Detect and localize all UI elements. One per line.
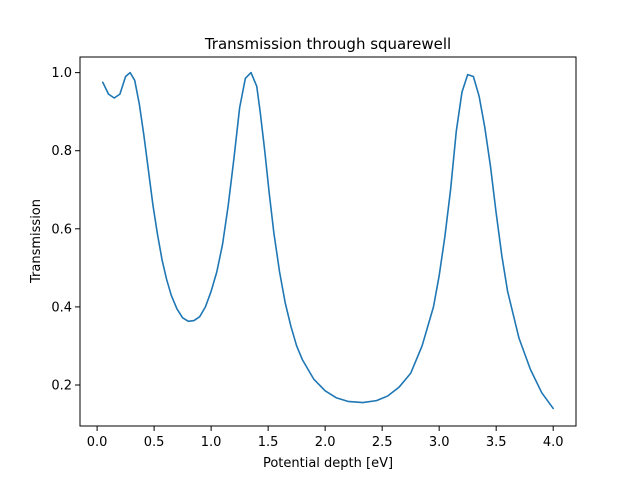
x-tick-label: 1.0 (201, 435, 222, 450)
y-tick-label: 0.4 (51, 300, 72, 315)
series-line-transmission (102, 71, 554, 410)
x-tick-label: 2.0 (315, 435, 336, 450)
x-tick-label: 3.0 (429, 435, 450, 450)
y-axis-ticks: 0.2 0.4 0.6 0.8 1.0 (51, 66, 80, 394)
plot-area-frame (79, 56, 577, 427)
chart-title: Transmission through squarewell (204, 35, 451, 53)
y-tick-label: 0.2 (51, 379, 72, 394)
y-axis-label: Transmission (29, 199, 44, 284)
y-tick-label: 0.8 (51, 144, 72, 159)
x-tick-label: 2.5 (372, 435, 393, 450)
y-tick-label: 0.6 (51, 222, 72, 237)
x-tick-label: 4.0 (543, 435, 564, 450)
y-tick-label: 1.0 (51, 66, 72, 81)
x-tick-label: 1.5 (258, 435, 279, 450)
x-axis-label: Potential depth [eV] (263, 456, 393, 471)
x-tick-label: 3.5 (486, 435, 507, 450)
x-tick-label: 0.0 (87, 435, 108, 450)
x-axis-ticks: 0.0 0.5 1.0 1.5 2.0 2.5 3.0 3.5 4.0 (87, 426, 564, 450)
x-tick-label: 0.5 (144, 435, 165, 450)
